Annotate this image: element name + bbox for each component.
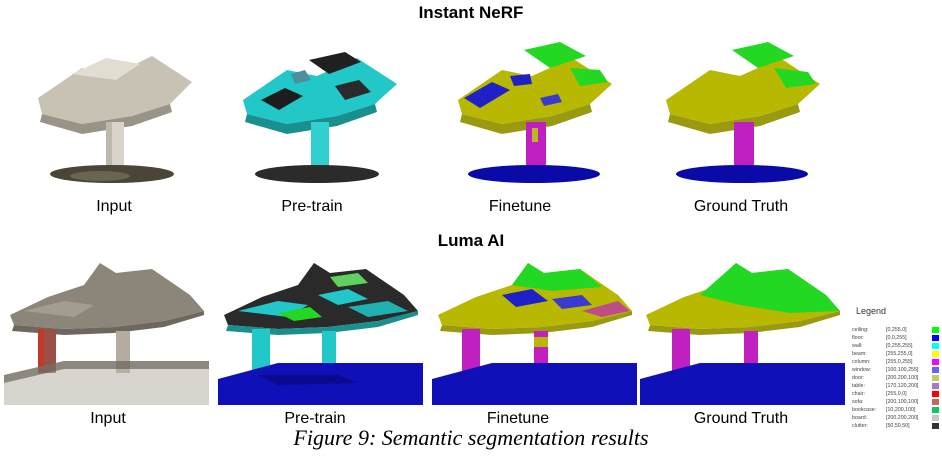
caption-instant-nerf-input: Input xyxy=(96,198,132,215)
legend-item: table: [170,120,200] xyxy=(846,382,942,390)
legend-item: board: [200,200,200] xyxy=(846,414,942,422)
legend-item-name: table: xyxy=(852,383,865,389)
legend-item: beam: [255,255,0] xyxy=(846,350,942,358)
section-title-instant-nerf: Instant NeRF xyxy=(418,3,524,22)
caption-luma-ai-pretrain: Pre-train xyxy=(284,410,346,427)
legend-item-name: column: xyxy=(852,359,871,365)
legend-item-rgb: [255,255,0] xyxy=(886,351,913,357)
legend-item: chair: [255,0,0] xyxy=(846,390,942,398)
legend-item-rgb: [0,255,255] xyxy=(886,343,913,349)
legend-swatch xyxy=(932,343,939,349)
legend-item-rgb: [200,200,200] xyxy=(886,415,919,421)
legend-item-rgb: [200,100,100] xyxy=(886,399,919,405)
legend-item-name: sofa: xyxy=(852,399,864,405)
section-title-luma-ai: Luma AI xyxy=(437,231,505,250)
legend-swatch xyxy=(932,415,939,421)
legend-item: ceiling: [0,255,0] xyxy=(846,326,942,334)
legend-swatch xyxy=(932,399,939,405)
legend-item-rgb: [50,50,50] xyxy=(886,423,910,429)
legend-item: floor: [0,0,255] xyxy=(846,334,942,342)
instant-nerf-input-image xyxy=(38,56,192,183)
legend-item-rgb: [10,200,100] xyxy=(886,407,916,413)
legend-item: window: [100,100,255] xyxy=(846,366,942,374)
legend-item-name: board: xyxy=(852,415,868,421)
legend-item-name: floor: xyxy=(852,335,864,341)
legend-item-name: chair: xyxy=(852,391,865,397)
legend-swatch xyxy=(932,351,939,357)
legend-item-name: window: xyxy=(852,367,872,373)
legend-item: clutter: [50,50,50] xyxy=(846,422,942,430)
legend-item-rgb: [255,0,0] xyxy=(886,391,907,397)
luma-ai-finetune-image xyxy=(432,263,637,405)
legend-item-rgb: [100,100,255] xyxy=(886,367,919,373)
caption-luma-ai-finetune: Finetune xyxy=(486,410,550,427)
legend-item: door: [200,200,100] xyxy=(846,374,942,382)
legend-swatch xyxy=(932,367,939,373)
luma-ai-input-image xyxy=(4,263,209,405)
luma-ai-pretrain-image xyxy=(218,263,423,405)
figure-caption: Figure 9: Semantic segmentation results xyxy=(293,425,649,450)
legend-swatch xyxy=(932,423,939,429)
instant-nerf-finetune-image xyxy=(458,42,612,183)
legend-swatch xyxy=(932,327,939,333)
legend-item: column: [255,0,255] xyxy=(846,358,942,366)
legend-item-name: clutter: xyxy=(852,423,868,429)
legend-swatch xyxy=(932,375,939,381)
legend-item-name: bookcase: xyxy=(852,407,877,413)
legend-item-name: wall: xyxy=(852,343,863,349)
legend-swatch xyxy=(932,407,939,413)
legend-swatch xyxy=(932,335,939,341)
legend-swatch xyxy=(932,391,939,397)
instant-nerf-pretrain-image xyxy=(243,52,397,183)
legend-item: bookcase: [10,200,100] xyxy=(846,406,942,414)
legend-item-rgb: [255,0,255] xyxy=(886,359,913,365)
legend-item-rgb: [0,255,0] xyxy=(886,327,907,333)
legend-item: wall: [0,255,255] xyxy=(846,342,942,350)
legend-item-name: door: xyxy=(852,375,865,381)
legend-item-name: beam: xyxy=(852,351,867,357)
legend: Legend ceiling: [0,255,0] floor: [0,0,255] w… xyxy=(846,306,942,430)
legend-item-rgb: [200,200,100] xyxy=(886,375,919,381)
caption-instant-nerf-finetune: Finetune xyxy=(488,198,552,215)
caption-luma-ai-ground-truth: Ground Truth xyxy=(693,410,789,427)
legend-item: sofa: [200,100,100] xyxy=(846,398,942,406)
instant-nerf-ground-truth-image xyxy=(666,42,820,183)
caption-instant-nerf-pretrain: Pre-train xyxy=(281,198,343,215)
legend-swatch xyxy=(932,359,939,365)
luma-ai-ground-truth-image xyxy=(640,263,845,405)
caption-luma-ai-input: Input xyxy=(90,410,126,427)
legend-title: Legend xyxy=(856,306,887,316)
caption-instant-nerf-ground-truth: Ground Truth xyxy=(693,198,789,215)
legend-item-name: ceiling: xyxy=(852,327,869,333)
legend-item-rgb: [170,120,200] xyxy=(886,383,919,389)
legend-item-rgb: [0,0,255] xyxy=(886,335,907,341)
legend-swatch xyxy=(932,383,939,389)
